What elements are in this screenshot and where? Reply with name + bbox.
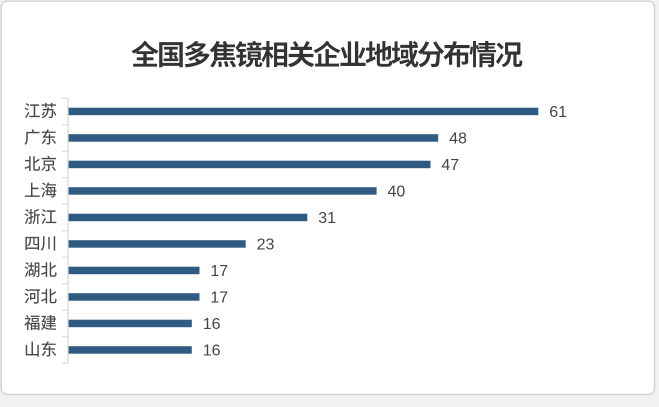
svg-text:23: 23 [257,236,275,253]
svg-text:31: 31 [318,210,336,227]
svg-text:16: 16 [203,316,221,333]
svg-text:16: 16 [203,342,221,359]
svg-text:47: 47 [441,157,459,174]
svg-text:61: 61 [549,104,567,121]
svg-text:17: 17 [210,263,228,280]
svg-text:48: 48 [449,130,467,147]
svg-text:17: 17 [210,289,228,306]
svg-text:40: 40 [388,183,406,200]
